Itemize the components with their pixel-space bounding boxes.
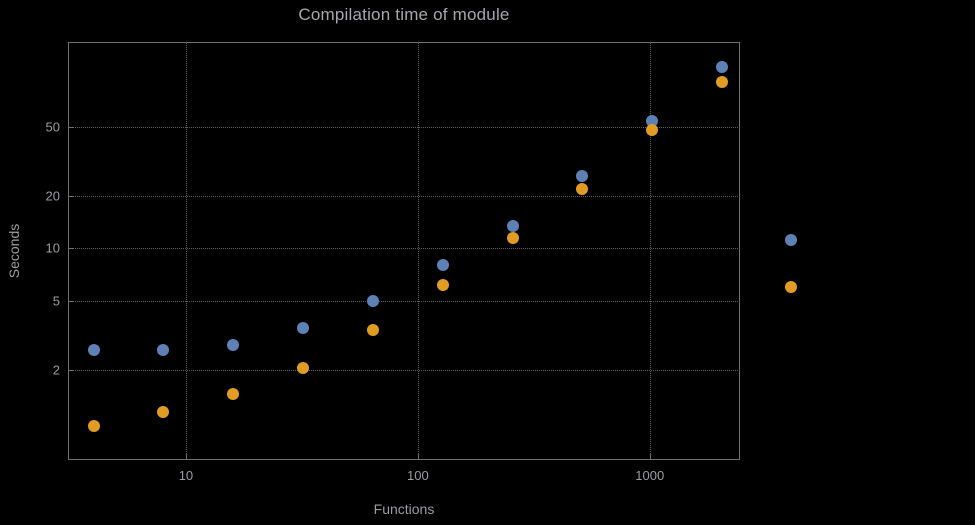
data-point-orange xyxy=(506,231,519,244)
y-tick-mark xyxy=(68,126,74,128)
chart-title: Compilation time of module xyxy=(298,5,510,24)
x-gridline xyxy=(649,42,651,460)
y-tick-mark xyxy=(68,248,74,250)
y-gridline xyxy=(68,195,740,197)
plot-frame xyxy=(68,42,740,460)
data-point-orange xyxy=(157,406,170,419)
data-point-blue xyxy=(576,170,589,183)
legend-marker-orange xyxy=(785,281,797,293)
data-point-blue xyxy=(87,344,100,357)
x-tick-mark xyxy=(649,454,651,460)
y-gridline xyxy=(68,300,740,302)
data-point-orange xyxy=(715,76,728,89)
data-point-blue xyxy=(715,60,728,73)
data-point-blue xyxy=(366,294,379,307)
data-point-blue xyxy=(227,338,240,351)
y-gridline xyxy=(68,370,740,372)
x-tick-label: 1000 xyxy=(635,468,665,483)
x-tick-mark xyxy=(417,454,419,460)
x-gridline xyxy=(417,42,419,460)
x-tick-mark xyxy=(185,454,187,460)
data-point-blue xyxy=(436,259,449,272)
y-tick-label: 20 xyxy=(45,188,60,204)
data-point-orange xyxy=(366,324,379,336)
data-point-orange xyxy=(227,388,240,401)
data-point-orange xyxy=(576,182,589,195)
y-tick-mark xyxy=(68,195,74,197)
y-gridline xyxy=(68,126,740,128)
x-gridline xyxy=(185,42,187,460)
x-tick-label: 10 xyxy=(178,468,194,483)
x-tick-label: 100 xyxy=(406,468,429,483)
y-tick-label: 5 xyxy=(52,293,60,309)
y-gridline xyxy=(68,248,740,250)
y-tick-label: 10 xyxy=(45,240,60,256)
y-tick-label: 50 xyxy=(45,119,60,135)
x-axis-label: Functions xyxy=(373,501,435,517)
legend-marker-blue xyxy=(785,234,797,246)
y-tick-mark xyxy=(68,300,74,302)
data-point-blue xyxy=(157,344,170,357)
data-point-orange xyxy=(297,362,310,375)
y-tick-label: 2 xyxy=(52,362,60,378)
data-point-orange xyxy=(87,420,100,433)
data-point-orange xyxy=(646,123,659,136)
data-point-blue xyxy=(506,219,519,232)
y-tick-mark xyxy=(68,370,74,372)
data-point-blue xyxy=(297,321,310,334)
data-point-orange xyxy=(436,278,449,291)
